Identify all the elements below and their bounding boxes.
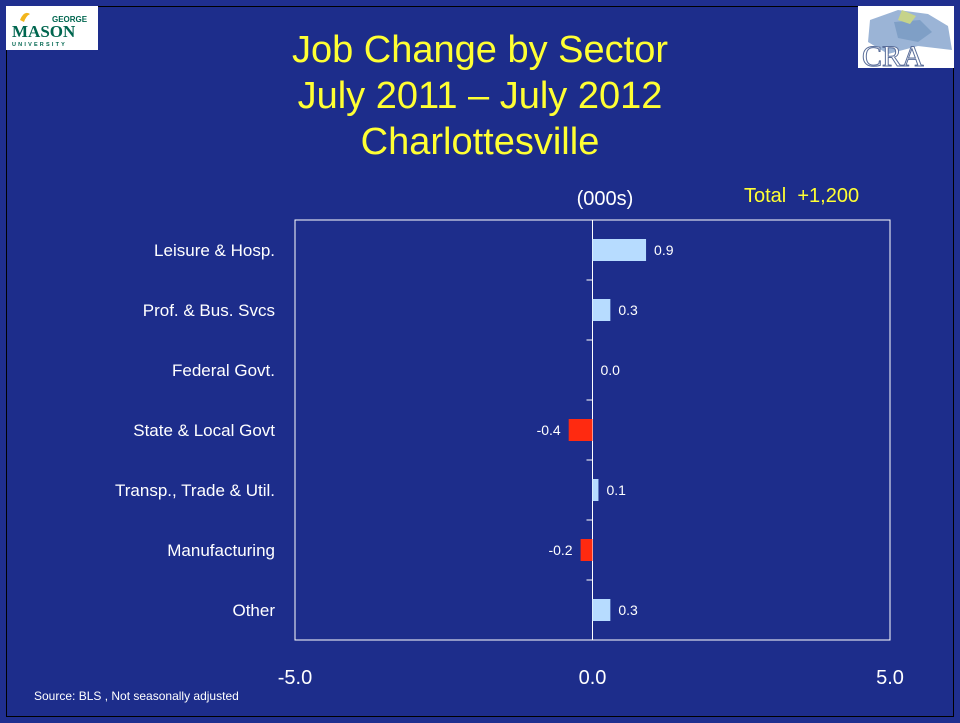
unit-label: (000s) [576,188,634,210]
bar [592,599,611,621]
bar [592,239,647,261]
bar [580,539,593,561]
x-tick-label: 5.0 [876,667,904,689]
svg-text:MASON: MASON [12,22,76,41]
bar [592,299,611,321]
x-tick-label: -5.0 [278,667,312,689]
data-label: -0.4 [537,422,561,438]
svg-text:GEORGE: GEORGE [52,15,88,24]
category-label: State & Local Govt [133,421,275,440]
x-tick-label: 0.0 [579,667,607,689]
bar [592,479,599,501]
data-label: 0.9 [654,242,674,258]
svg-text:CRA: CRA [862,40,924,68]
data-label: 0.0 [601,362,621,378]
category-label: Leisure & Hosp. [154,241,275,260]
category-label: Manufacturing [167,541,275,560]
total-label: Total +1,200 [744,185,860,207]
title-line-1: Job Change by Sector [291,29,668,71]
mason-logo: GEORGE MASON UNIVERSITY [6,6,98,50]
data-label: 0.1 [606,482,626,498]
svg-text:UNIVERSITY: UNIVERSITY [12,42,67,48]
data-label: 0.3 [618,302,638,318]
title-line-2: July 2011 – July 2012 [297,75,663,117]
data-label: 0.3 [618,602,638,618]
data-label: -0.2 [548,542,572,558]
title-line-3: Charlottesville [360,121,600,163]
category-label: Prof. & Bus. Svcs [143,301,275,320]
category-label: Federal Govt. [172,361,275,380]
slide-frame [6,6,954,717]
category-label: Transp., Trade & Util. [115,481,275,500]
bar [568,419,593,441]
cra-logo: CRA [858,6,954,68]
source-note: Source: BLS , Not seasonally adjusted [34,689,239,703]
category-label: Other [232,601,275,620]
